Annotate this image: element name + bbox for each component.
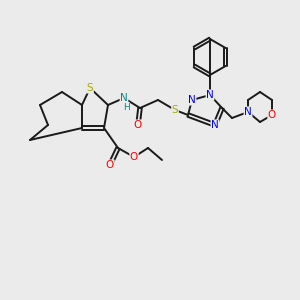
Text: H: H: [123, 103, 129, 112]
Text: N: N: [120, 93, 128, 103]
Text: O: O: [106, 160, 114, 170]
Text: N: N: [211, 120, 219, 130]
Text: N: N: [188, 95, 196, 105]
Text: S: S: [172, 105, 178, 115]
Text: O: O: [130, 152, 138, 162]
Text: N: N: [206, 90, 214, 100]
Text: S: S: [87, 83, 93, 93]
Text: N: N: [244, 107, 252, 117]
Text: O: O: [268, 110, 276, 120]
Text: O: O: [134, 120, 142, 130]
